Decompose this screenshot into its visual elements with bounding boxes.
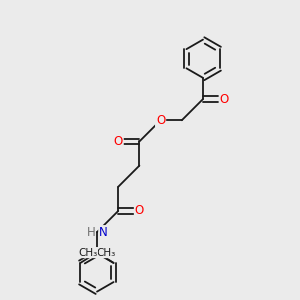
Text: CH₃: CH₃ [97,248,116,258]
Text: N: N [99,226,107,239]
Text: CH₃: CH₃ [78,248,98,258]
Text: O: O [114,135,123,148]
Text: O: O [220,93,229,106]
Text: O: O [135,205,144,218]
Text: H: H [86,226,95,239]
Text: O: O [156,114,165,127]
